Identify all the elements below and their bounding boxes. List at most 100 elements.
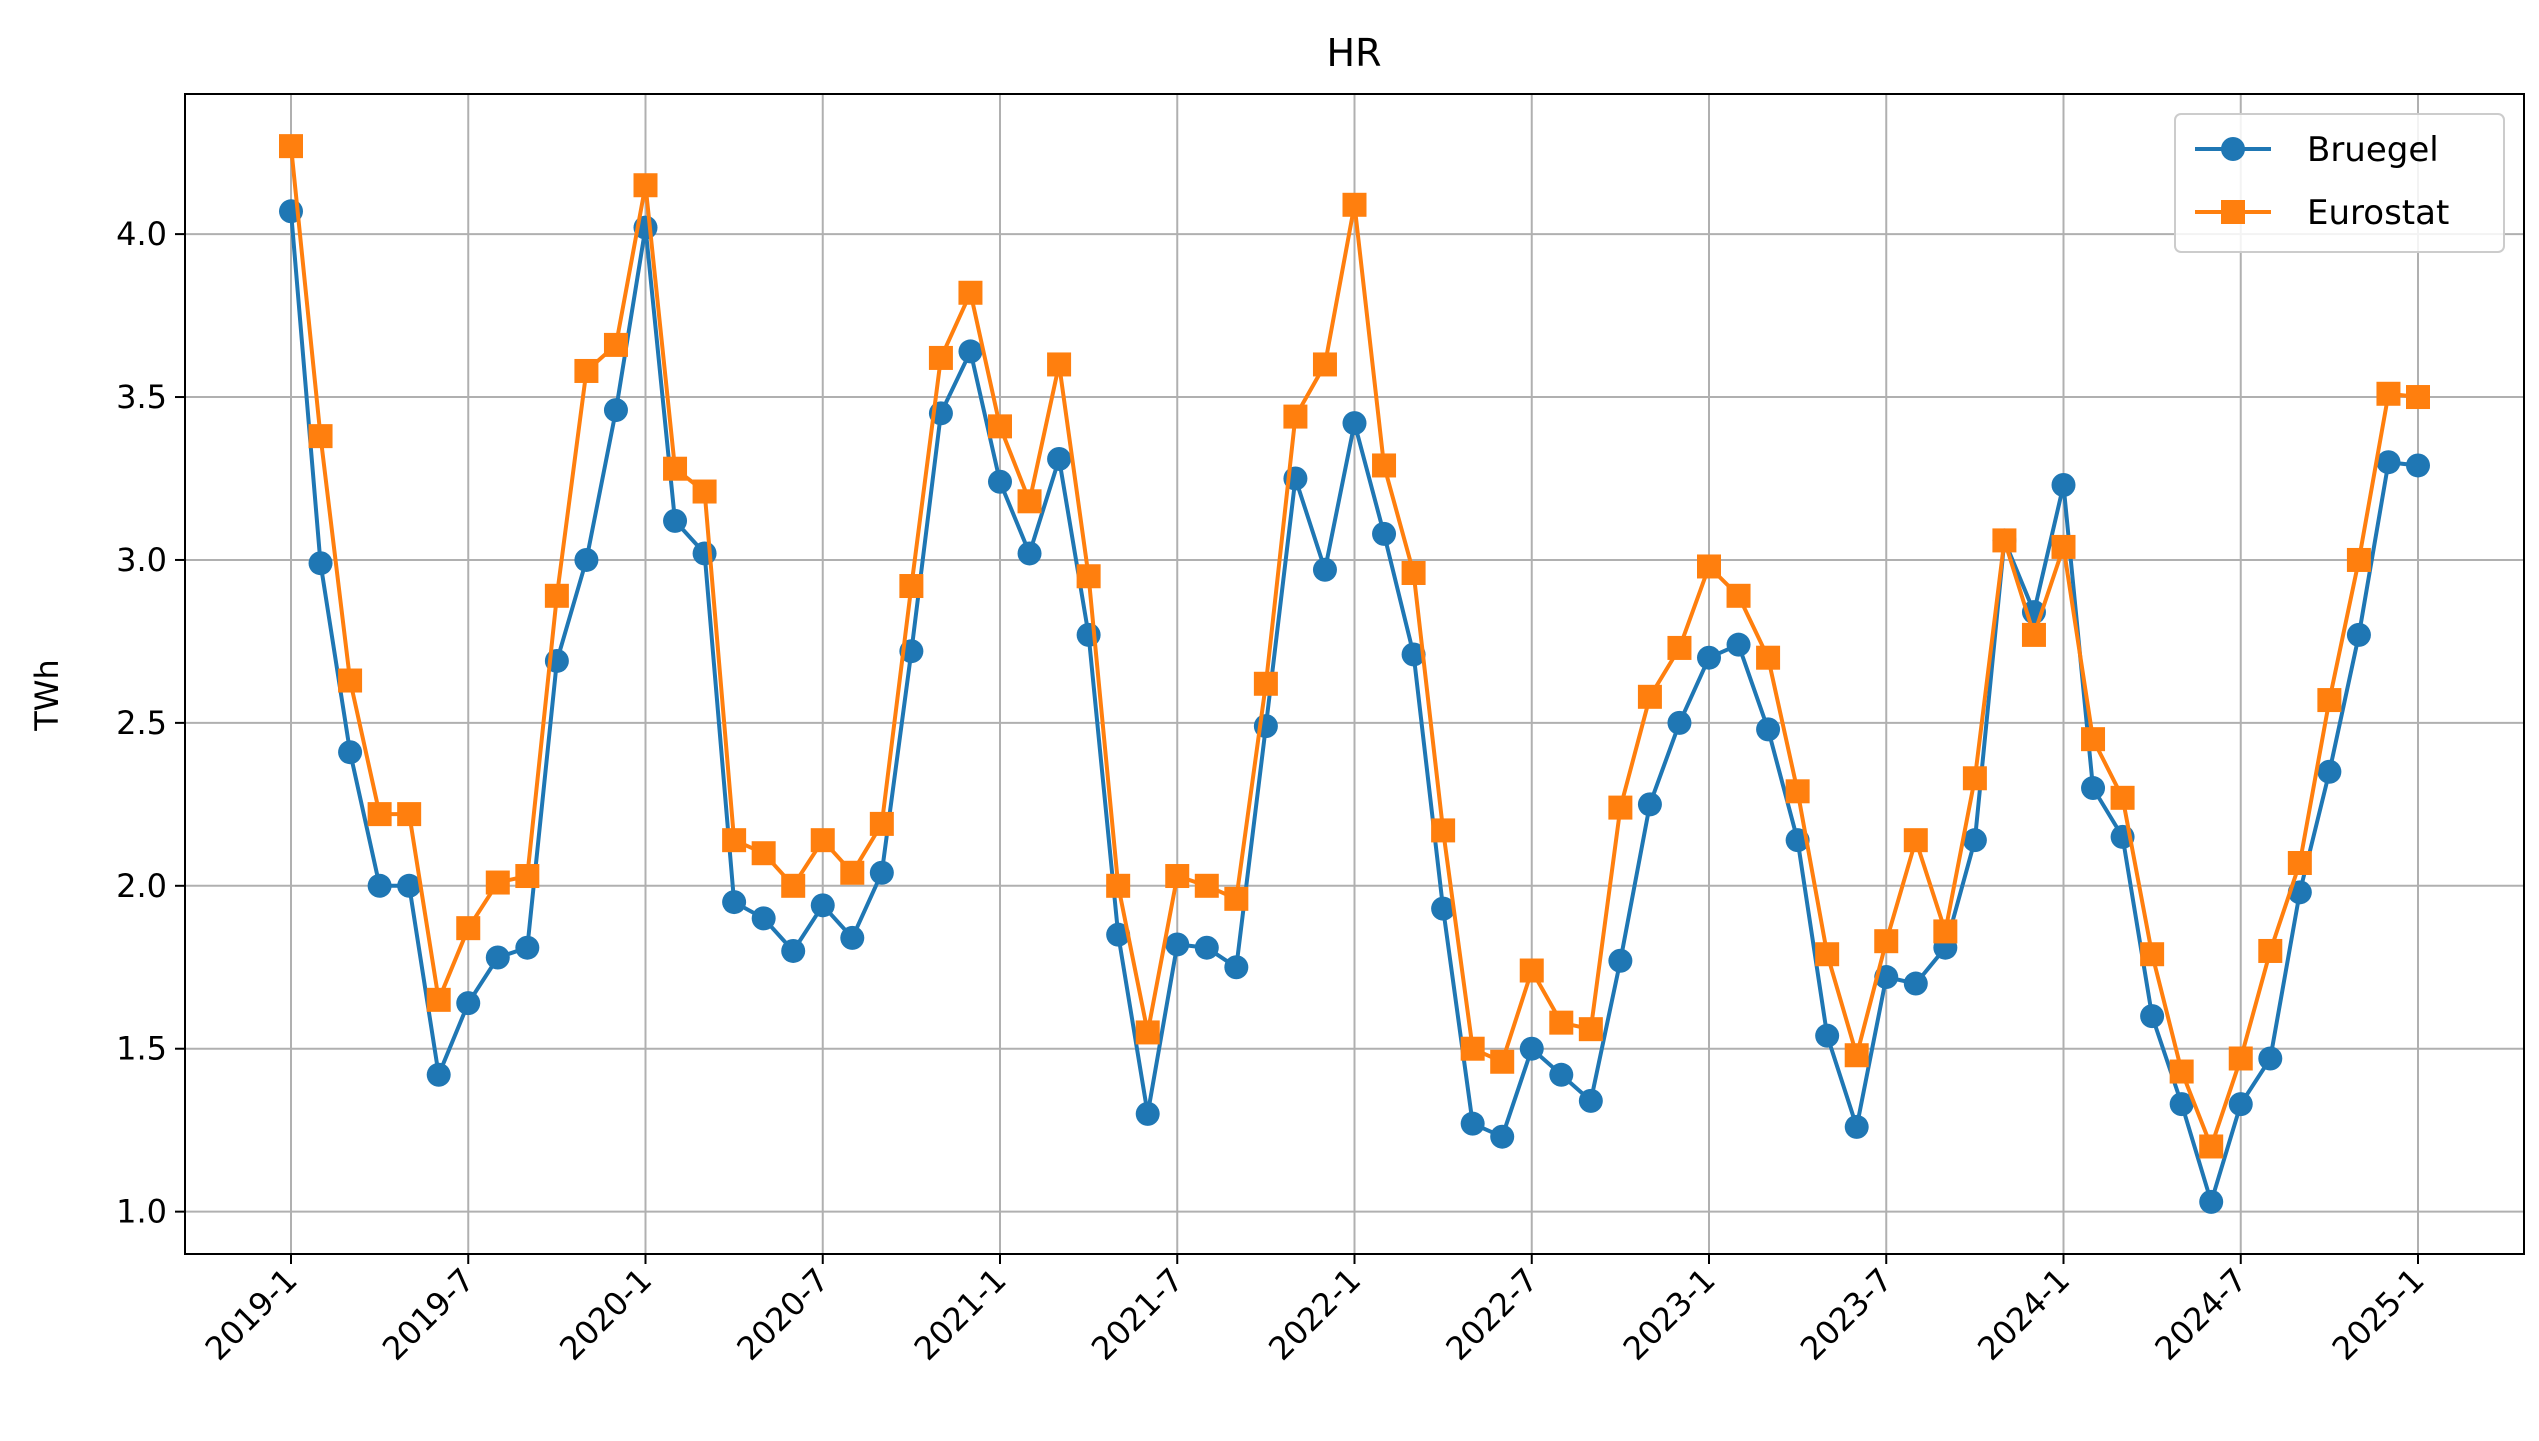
data-point-eurostat [1401,560,1426,585]
data-point-bruegel [1017,541,1042,566]
y-axis: 1.0 1.5 2.0 2.5 3.0 3.5 4.0 [116,215,185,1231]
data-point-eurostat [2021,622,2046,647]
chart-title: HR [1327,31,1382,75]
data-point-eurostat [603,332,628,357]
data-point-eurostat [574,358,599,383]
y-tick-label: 2.5 [116,704,167,742]
data-point-bruegel [308,551,333,576]
data-point-bruegel [810,893,835,918]
data-point-eurostat [2228,1046,2253,1071]
data-point-eurostat [1194,873,1219,898]
data-point-eurostat [869,811,894,836]
data-point-bruegel [1224,955,1249,980]
data-point-bruegel [1667,710,1692,735]
data-point-eurostat [2346,547,2371,572]
data-point-eurostat [1490,1049,1515,1074]
data-point-bruegel [2199,1189,2224,1214]
data-point-eurostat [1312,352,1337,377]
data-point-bruegel [692,541,717,566]
data-point-bruegel [1165,932,1190,957]
legend-label-bruegel: Bruegel [2307,130,2439,170]
data-point-eurostat [1608,795,1633,820]
data-point-eurostat [928,345,953,370]
data-point-eurostat [1637,684,1662,709]
data-point-eurostat [2406,385,2430,410]
data-point-bruegel [574,547,599,572]
data-point-eurostat [1815,942,1840,967]
data-point-eurostat [397,802,422,827]
data-point-eurostat [722,828,747,853]
data-point-bruegel [2051,473,2076,498]
data-point-bruegel [751,906,776,931]
data-point-eurostat [485,870,510,895]
series-layer [279,134,2430,1214]
data-point-bruegel [988,469,1012,494]
data-point-bruegel [1194,935,1219,960]
data-point-bruegel [781,938,806,963]
data-point-eurostat [958,280,983,305]
data-point-eurostat [2258,938,2283,963]
data-point-eurostat [1903,828,1928,853]
data-point-bruegel [1490,1124,1515,1149]
data-point-bruegel [1844,1114,1869,1139]
data-point-eurostat [1785,779,1810,804]
data-point-eurostat [2140,942,2165,967]
data-point-bruegel [722,890,747,915]
data-point-eurostat [1726,583,1751,608]
data-point-eurostat [1844,1043,1869,1068]
data-point-eurostat [338,668,363,693]
data-point-eurostat [1697,554,1721,579]
data-point-bruegel [1047,446,1072,471]
data-point-eurostat [2199,1134,2224,1159]
data-point-eurostat [279,134,303,159]
data-point-eurostat [1342,192,1367,217]
data-point-bruegel [869,860,894,885]
legend-label-eurostat: Eurostat [2307,193,2449,233]
data-point-eurostat [2051,534,2076,559]
legend: Bruegel Eurostat [2174,113,2505,253]
data-point-bruegel [2081,776,2106,801]
data-point-bruegel [367,873,392,898]
data-point-eurostat [751,841,776,866]
data-point-bruegel [663,508,688,533]
data-point-eurostat [1076,564,1101,589]
data-point-eurostat [663,456,688,481]
data-point-eurostat [2287,850,2312,875]
data-point-eurostat [1372,453,1397,478]
data-point-bruegel [1637,792,1662,817]
data-point-bruegel [1106,922,1131,947]
data-point-eurostat [2169,1059,2194,1084]
data-point-eurostat [2110,785,2135,810]
data-point-eurostat [1224,886,1249,911]
data-point-bruegel [2228,1092,2253,1117]
data-point-bruegel [1312,557,1337,582]
data-point-eurostat [988,414,1012,439]
data-point-eurostat [1549,1010,1574,1035]
data-point-bruegel [1549,1062,1574,1087]
data-point-eurostat [1992,528,2017,553]
data-point-bruegel [1726,632,1751,657]
series-eurostat [279,134,2430,1159]
data-point-bruegel [1342,411,1367,436]
data-point-bruegel [1697,645,1721,670]
legend-marker-bruegel [2221,137,2245,161]
data-point-bruegel [338,740,363,765]
data-point-bruegel [1401,642,1426,667]
data-point-eurostat [1135,1020,1160,1045]
data-point-bruegel [1519,1036,1544,1061]
data-point-eurostat [1578,1017,1603,1042]
data-point-bruegel [1460,1111,1485,1136]
data-point-bruegel [397,873,422,898]
data-point-bruegel [1076,622,1101,647]
y-tick-label: 1.5 [116,1030,167,1068]
data-point-eurostat [810,828,835,853]
data-point-eurostat [692,479,717,504]
data-point-eurostat [1283,404,1308,429]
data-point-bruegel [958,339,983,364]
data-point-eurostat [1874,929,1899,954]
data-point-eurostat [1017,489,1042,514]
data-point-bruegel [1578,1088,1603,1113]
data-point-bruegel [2406,453,2430,478]
data-point-bruegel [1815,1023,1840,1048]
